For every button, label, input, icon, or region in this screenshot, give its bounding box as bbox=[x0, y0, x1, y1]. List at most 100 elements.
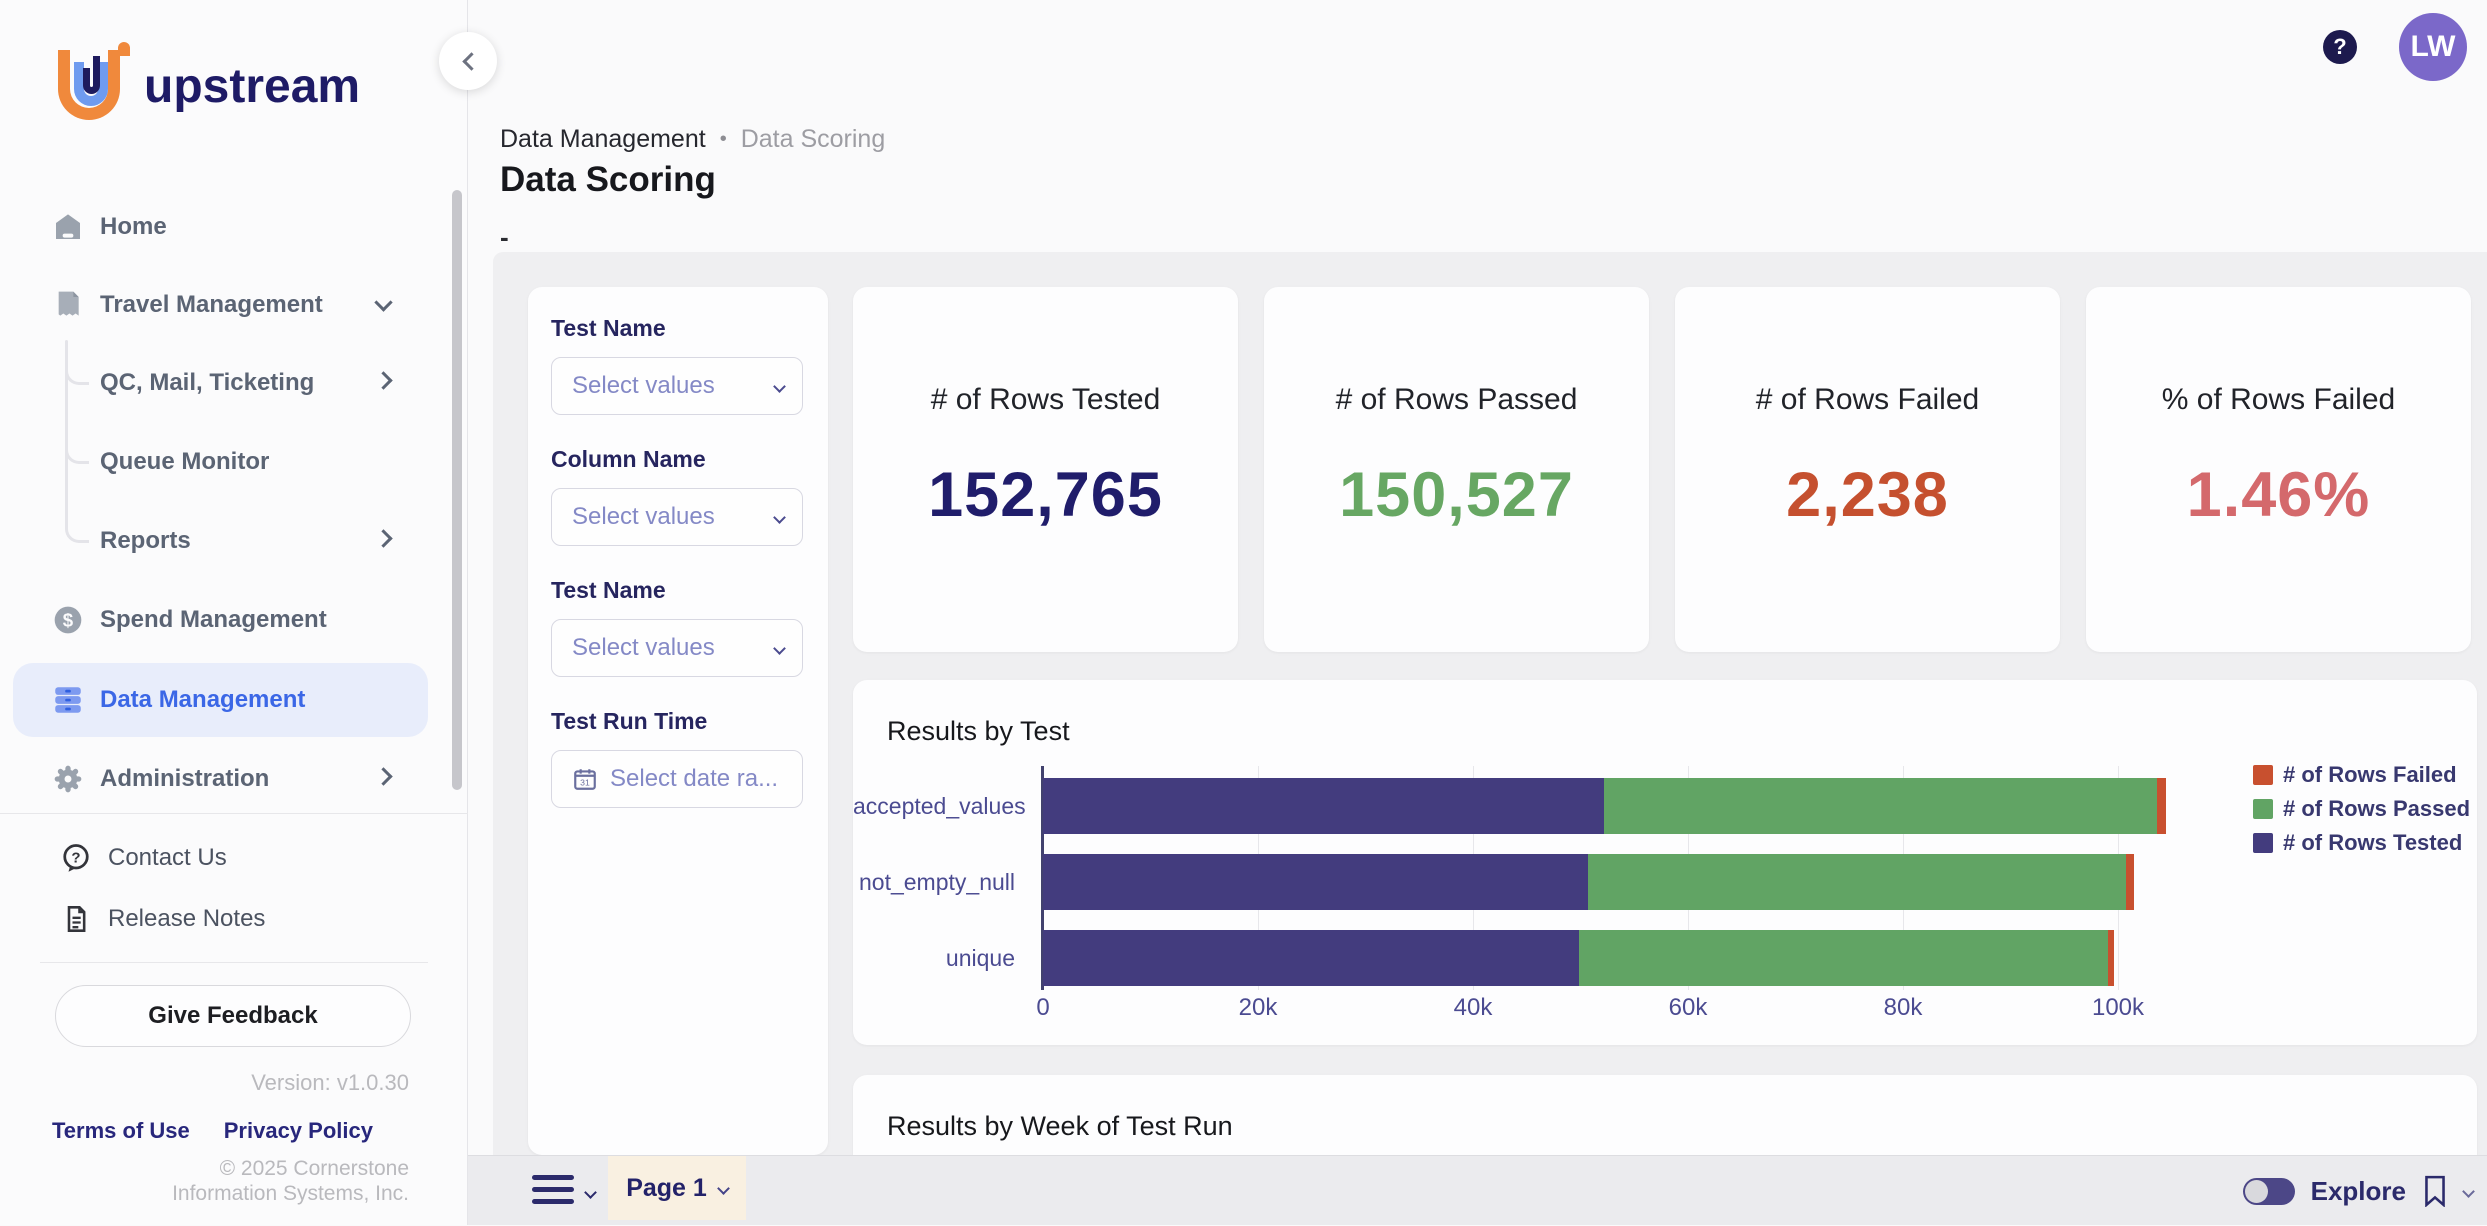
test-name-select-2[interactable]: Select values bbox=[551, 619, 803, 677]
test-name-select[interactable]: Select values bbox=[551, 357, 803, 415]
sidebar-item-data-management[interactable]: Data Management bbox=[0, 672, 452, 728]
chevron-down-icon bbox=[374, 293, 393, 314]
bar-segment bbox=[2125, 854, 2135, 910]
breadcrumb-current: Data Scoring bbox=[740, 125, 886, 153]
sidebar-item-label: Administration bbox=[100, 765, 270, 792]
home-icon bbox=[50, 209, 86, 245]
chevron-down-icon bbox=[773, 510, 786, 524]
sidebar-item-administration[interactable]: Administration bbox=[0, 751, 452, 807]
stacked-bar-unique[interactable] bbox=[1043, 930, 2114, 986]
kpi-value: 1.46% bbox=[2186, 460, 2371, 530]
page-tab-label: Page 1 bbox=[626, 1173, 707, 1202]
tree-elbow bbox=[65, 440, 89, 464]
kpi-label: # of Rows Tested bbox=[930, 383, 1161, 416]
chevron-down-icon[interactable] bbox=[2462, 1184, 2475, 1198]
sidebar-item-spend-management[interactable]: $ Spend Management bbox=[0, 592, 452, 648]
kpi-card-pct-rows-failed: % of Rows Failed 1.46% bbox=[2086, 287, 2471, 652]
sidebar-item-label: Home bbox=[100, 213, 167, 240]
sidebar-item-label: Queue Monitor bbox=[100, 448, 270, 475]
sidebar-item-travel-management[interactable]: Travel Management bbox=[0, 277, 452, 333]
brand-logo[interactable]: upstream bbox=[58, 42, 360, 120]
kpi-card-rows-tested: # of Rows Tested 152,765 bbox=[853, 287, 1238, 652]
sidebar-item-label: Data Management bbox=[100, 686, 306, 713]
section-title: Results by Week of Test Run bbox=[887, 1111, 1233, 1141]
chevron-left-icon bbox=[461, 51, 481, 71]
bookmark-icon[interactable] bbox=[2422, 1175, 2448, 1207]
chevron-down-icon[interactable] bbox=[584, 1184, 597, 1202]
chevron-down-icon bbox=[773, 641, 786, 655]
sidebar-item-home[interactable]: Home bbox=[0, 199, 452, 255]
sidebar-item-reports[interactable]: Reports bbox=[0, 513, 452, 569]
filter-label: Column Name bbox=[551, 446, 706, 472]
select-placeholder: Select values bbox=[572, 372, 715, 399]
stacked-bar-not-empty-null[interactable] bbox=[1043, 854, 2135, 910]
sidebar-item-release-notes[interactable]: Release Notes bbox=[0, 891, 452, 947]
legend-item: # of Rows Tested bbox=[2253, 830, 2470, 856]
receipt-icon bbox=[50, 287, 86, 323]
brand-name: upstream bbox=[144, 59, 361, 113]
select-placeholder: Select values bbox=[572, 503, 715, 530]
bar-segment bbox=[1588, 854, 2126, 910]
privacy-policy-link[interactable]: Privacy Policy bbox=[223, 1118, 373, 1143]
sidebar-item-queue-monitor[interactable]: Queue Monitor bbox=[0, 434, 452, 490]
page-title: Data Scoring bbox=[500, 160, 716, 199]
tree-connector bbox=[65, 340, 68, 530]
bar-segment bbox=[1604, 778, 2157, 834]
pages-menu-button[interactable] bbox=[532, 1175, 574, 1207]
sidebar-item-label: QC, Mail, Ticketing bbox=[100, 369, 315, 396]
sidebar-collapse-button[interactable] bbox=[439, 32, 497, 90]
help-button[interactable]: ? bbox=[2323, 30, 2357, 64]
test-run-time-date-range[interactable]: 31 Select date ra... bbox=[551, 750, 803, 808]
sidebar: upstream Home Travel Management QC, Mail… bbox=[0, 0, 468, 1225]
version-label: Version: v1.0.30 bbox=[251, 1070, 409, 1095]
sidebar-scrollbar[interactable] bbox=[452, 190, 462, 790]
page-subtitle: - bbox=[500, 222, 509, 252]
category-label: not_empty_null bbox=[859, 869, 1015, 895]
dashboard-canvas: Test Name Select values Column Name Sele… bbox=[493, 252, 2487, 1155]
active-item-highlight bbox=[13, 663, 428, 737]
x-tick: 80k bbox=[1883, 994, 1923, 1021]
category-label: unique bbox=[945, 945, 1015, 971]
page-tab[interactable]: Page 1 bbox=[608, 1156, 746, 1220]
legend-label: # of Rows Passed bbox=[2283, 796, 2471, 821]
avatar[interactable]: LW bbox=[2399, 13, 2467, 81]
calendar-icon: 31 bbox=[574, 769, 596, 790]
bar-segment bbox=[1579, 930, 2108, 986]
legend-label: # of Rows Failed bbox=[2283, 762, 2457, 787]
sidebar-item-label: Release Notes bbox=[108, 905, 266, 932]
breadcrumb-parent[interactable]: Data Management bbox=[500, 125, 706, 153]
category-label: accepted_values bbox=[853, 793, 1026, 819]
sidebar-item-contact-us[interactable]: ? Contact Us bbox=[0, 830, 452, 886]
explore-toggle[interactable] bbox=[2242, 1177, 2295, 1205]
kpi-card-rows-failed: # of Rows Failed 2,238 bbox=[1675, 287, 2060, 652]
svg-text:31: 31 bbox=[580, 778, 590, 788]
stacked-bar-accepted-values[interactable] bbox=[1043, 778, 2167, 834]
chevron-right-icon bbox=[374, 371, 393, 392]
x-tick: 60k bbox=[1668, 994, 1708, 1021]
legend-swatch-failed bbox=[2253, 765, 2273, 785]
toggle-knob bbox=[2244, 1179, 2268, 1203]
database-icon bbox=[50, 682, 86, 718]
legal-links: Terms of Use Privacy Policy bbox=[52, 1118, 373, 1144]
chevron-right-icon bbox=[374, 529, 393, 550]
filter-label: Test Name bbox=[551, 315, 666, 341]
terms-of-use-link[interactable]: Terms of Use bbox=[52, 1118, 190, 1143]
svg-text:$: $ bbox=[63, 610, 74, 631]
results-by-week-card: Results by Week of Test Run bbox=[853, 1075, 2477, 1155]
main-area: ? LW Data Management • Data Scoring Data… bbox=[468, 0, 2487, 1225]
kpi-label: # of Rows Failed bbox=[1755, 383, 1980, 416]
sidebar-item-label: Contact Us bbox=[108, 844, 227, 871]
sidebar-divider bbox=[0, 813, 468, 814]
sidebar-item-qc-mail-ticketing[interactable]: QC, Mail, Ticketing bbox=[0, 355, 452, 411]
bar-segment bbox=[1043, 778, 1605, 834]
column-name-select[interactable]: Select values bbox=[551, 488, 803, 546]
filter-label: Test Run Time bbox=[551, 708, 708, 734]
kpi-label: # of Rows Passed bbox=[1335, 383, 1578, 416]
sidebar-item-label: Travel Management bbox=[100, 291, 323, 318]
chart-legend: # of Rows Failed # of Rows Passed # of R… bbox=[2253, 762, 2470, 856]
legend-swatch-tested bbox=[2253, 833, 2273, 853]
bar-segment bbox=[2156, 778, 2167, 834]
give-feedback-button[interactable]: Give Feedback bbox=[55, 985, 411, 1047]
sidebar-item-label: Spend Management bbox=[100, 606, 327, 633]
